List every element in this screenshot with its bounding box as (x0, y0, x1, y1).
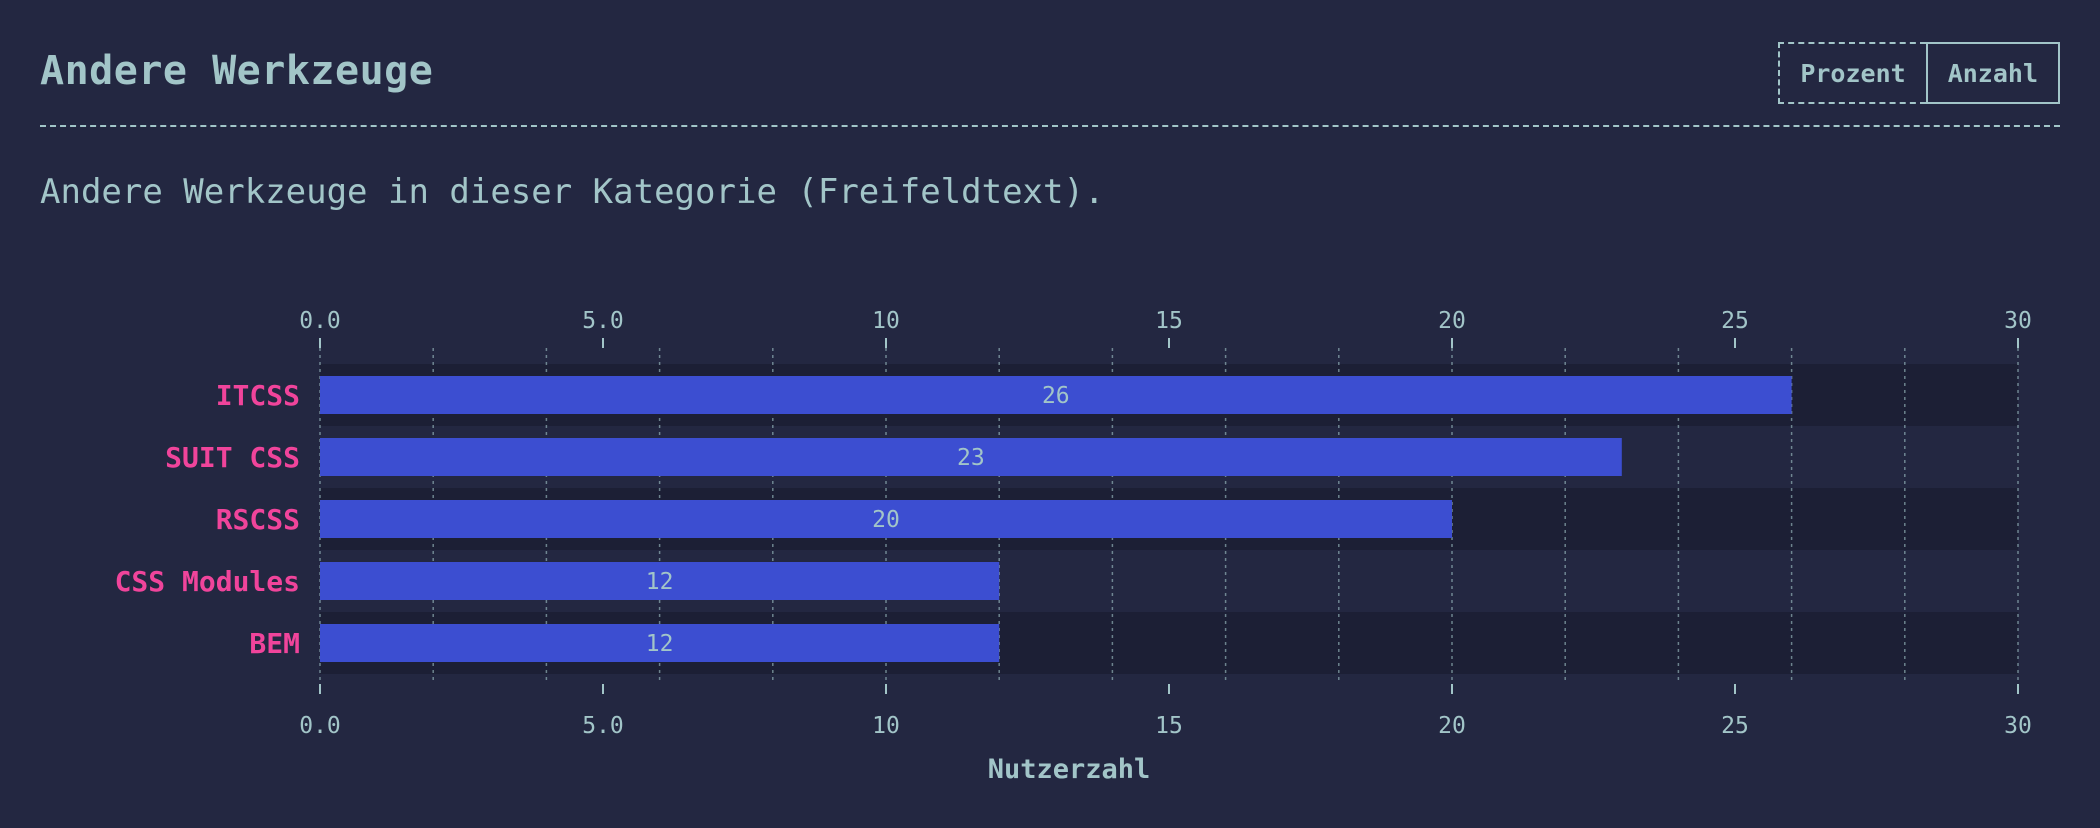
category-label: ITCSS (216, 379, 300, 412)
category-label: RSCSS (216, 503, 300, 536)
bar-value-label: 23 (957, 445, 985, 471)
x-tick-label-bottom: 15 (1155, 713, 1183, 739)
category-label: CSS Modules (115, 565, 300, 598)
bar-value-label: 12 (646, 631, 674, 657)
x-tick-label-top: 30 (2004, 308, 2032, 334)
percent-toggle-button[interactable]: Prozent (1778, 42, 1926, 104)
x-tick-label-bottom: 20 (1438, 713, 1466, 739)
x-tick-label-bottom: 10 (872, 713, 900, 739)
bar (320, 624, 1000, 662)
x-tick-label-top: 15 (1155, 308, 1183, 334)
bar (320, 376, 1792, 414)
category-label: BEM (249, 627, 300, 660)
x-tick-label-top: 0.0 (299, 308, 341, 334)
bar-value-label: 26 (1042, 383, 1070, 409)
x-tick-label-top: 20 (1438, 308, 1466, 334)
x-tick-label-bottom: 5.0 (582, 713, 624, 739)
block-header: Andere Werkzeuge Prozent Anzahl (40, 40, 2060, 127)
category-label: SUIT CSS (165, 441, 300, 474)
x-tick-label-bottom: 25 (1721, 713, 1749, 739)
bar (320, 500, 1452, 538)
block-description: Andere Werkzeuge in dieser Kategorie (Fr… (40, 172, 1105, 212)
x-tick-label-top: 5.0 (582, 308, 624, 334)
count-toggle-button[interactable]: Anzahl (1925, 42, 2060, 104)
x-axis-title: Nutzerzahl (988, 754, 1151, 785)
block-title: Andere Werkzeuge (40, 48, 434, 94)
x-tick-label-top: 25 (1721, 308, 1749, 334)
x-tick-label-top: 10 (872, 308, 900, 334)
bar-value-label: 20 (872, 507, 900, 533)
x-tick-label-bottom: 30 (2004, 713, 2032, 739)
x-tick-label-bottom: 0.0 (299, 713, 341, 739)
bar (320, 438, 1622, 476)
bar (320, 562, 1000, 600)
bar-value-label: 12 (646, 569, 674, 595)
units-toggle: Prozent Anzahl (1778, 42, 2060, 104)
